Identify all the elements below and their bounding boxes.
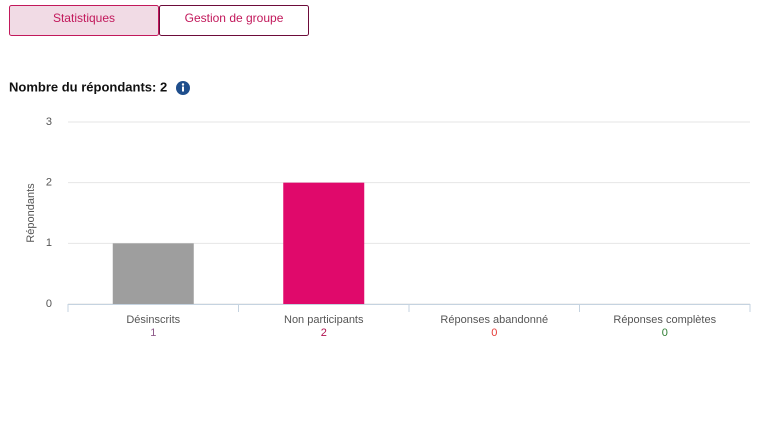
info-stem [182,86,184,92]
heading: Nombre du répondants: 2 [9,79,167,94]
tab-bg[interactable] [159,5,309,36]
value-label: 1 [150,327,156,339]
x-tick-label: Non participants [284,314,364,326]
y-tick-label: 3 [46,116,52,128]
tab[interactable]: Statistiques [9,5,159,36]
x-tick-label: Réponses complètes [613,314,716,326]
x-tick-label: Réponses abandonné [440,314,548,326]
value-label: 2 [321,327,327,339]
info-dot [181,83,185,86]
y-tick-label: 0 [46,298,52,310]
tab-bg[interactable] [9,5,159,36]
y-axis-label: Répondants [25,183,37,243]
info-icon[interactable] [176,81,190,95]
bar [112,243,194,304]
bar [283,182,365,304]
value-label: 0 [662,327,668,339]
tab-label[interactable]: Statistiques [53,11,115,25]
y-tick-label: 2 [46,177,52,189]
tab-label[interactable]: Gestion de groupe [185,11,284,25]
x-tick-label: Désinscrits [126,314,180,326]
y-tick-label: 1 [46,237,52,249]
value-label: 0 [491,327,497,339]
tab[interactable]: Gestion de groupe [159,5,309,36]
